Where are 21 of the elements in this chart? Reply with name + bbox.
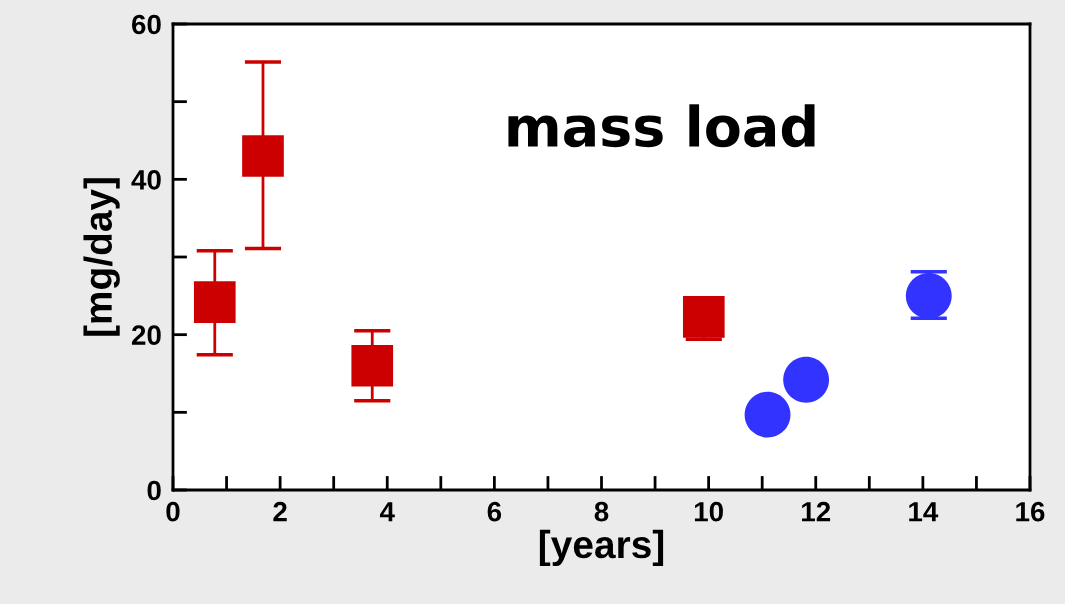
point [744,391,791,438]
point [193,281,236,323]
y-axis-title: [mg/day] [83,178,120,336]
x-tick-label: 6 [487,501,502,522]
x-tick-label: 10 [694,501,723,522]
point [242,135,284,177]
x-tick-label: 0 [166,501,180,522]
y-tick-label: 20 [131,325,161,346]
point [351,344,394,387]
x-tick-label: 2 [273,501,287,522]
y-tick-label: 60 [132,14,161,35]
x-tick-label: 8 [594,501,609,522]
x-tick-label: 4 [379,502,395,522]
x-tick-label: 16 [1016,501,1045,522]
point [783,356,830,403]
y-tick-label: 0 [147,480,161,501]
y-tick-label: 40 [131,170,161,190]
x-axis-title: [years] [539,529,664,567]
x-tick-label: 14 [909,502,939,522]
x-tick-label: 12 [802,501,831,522]
text: mass load [508,104,815,148]
